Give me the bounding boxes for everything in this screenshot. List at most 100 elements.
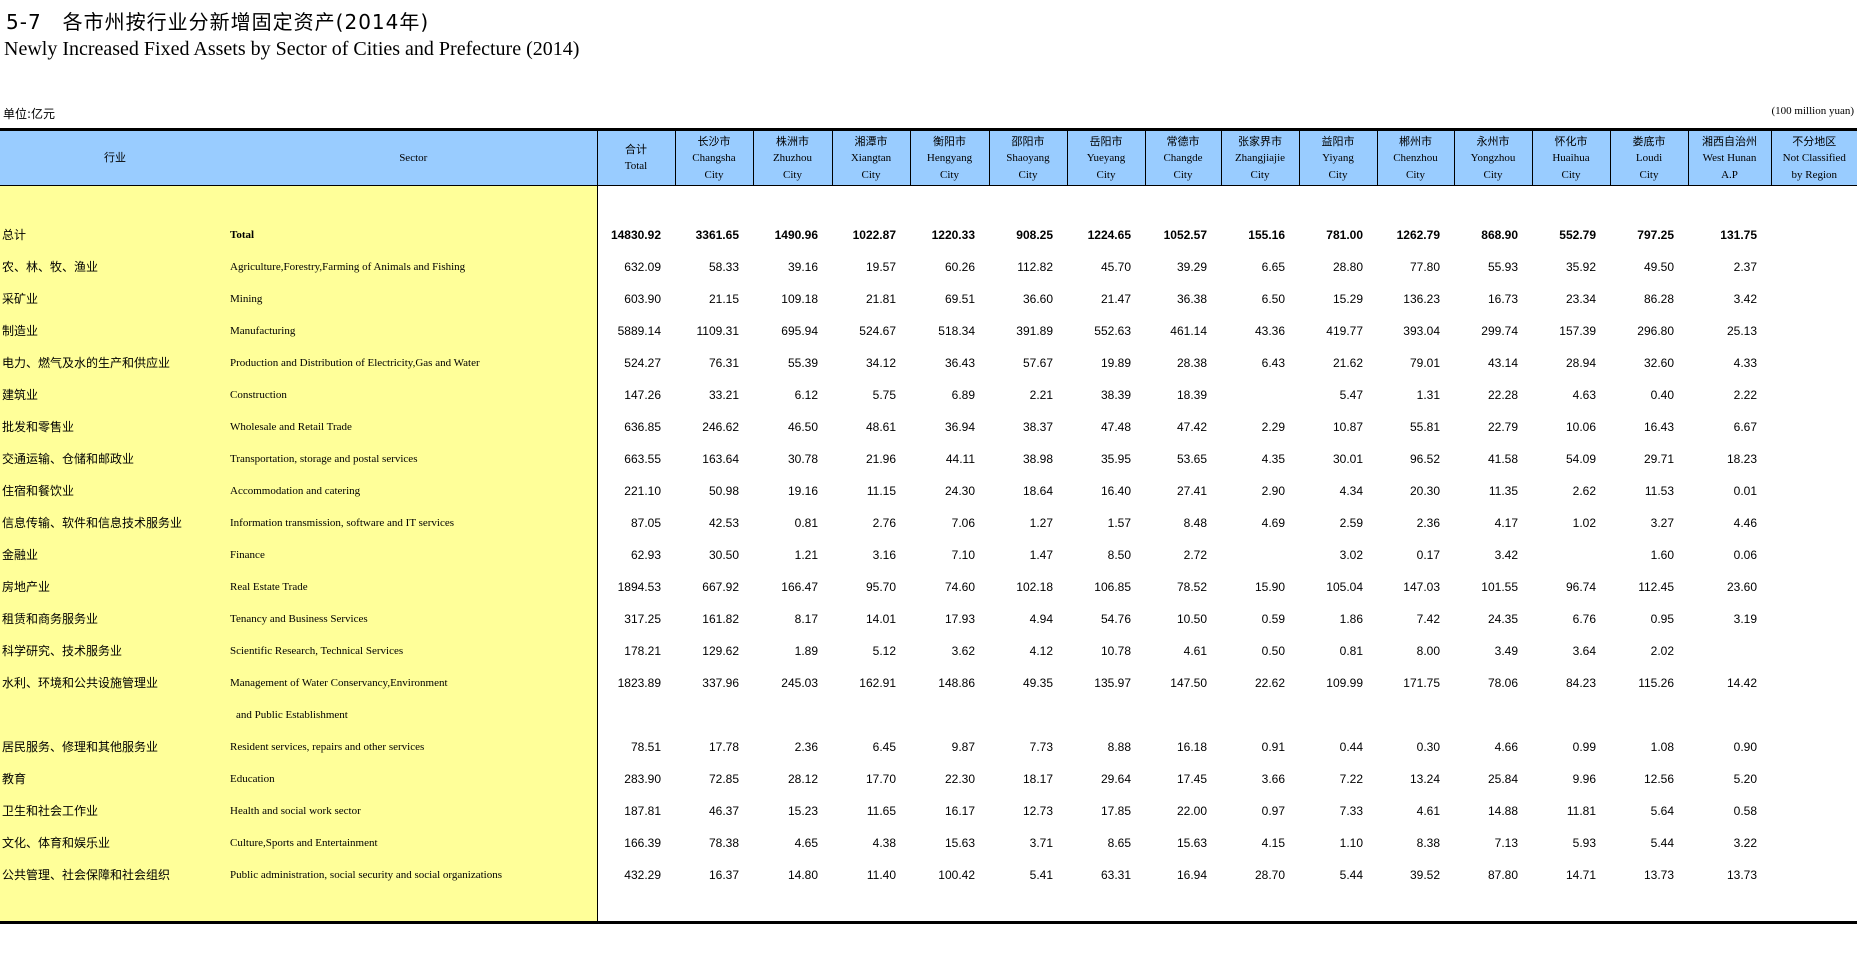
sector-name-en-line: Public administration, social security a… — [230, 869, 502, 881]
sector-name-en: Tenancy and Business Services — [230, 603, 598, 635]
value-cell: 0.81 — [1339, 644, 1363, 658]
value-cell: 16.43 — [1643, 420, 1674, 434]
sector-name-zh: 金融业 — [0, 539, 230, 571]
value-cell: 42.53 — [708, 516, 739, 530]
value-cell: 6.12 — [794, 388, 818, 402]
column-header-en2: City — [1483, 168, 1503, 181]
value-cell: 23.60 — [1726, 580, 1757, 594]
value-spacer — [597, 186, 1857, 220]
column-header-zh: 湘潭市 — [854, 134, 888, 148]
value-cell: 8.00 — [1416, 644, 1440, 658]
column-header-en2: City — [1561, 168, 1581, 181]
value-cell: 663.55 — [624, 452, 661, 466]
value-cell: 0.01 — [1733, 484, 1757, 498]
column-header-en1: Loudi — [1635, 151, 1663, 164]
value-cell: 14.88 — [1487, 804, 1518, 818]
value-cell: 72.85 — [708, 772, 739, 786]
value-cell: 18.17 — [1022, 772, 1053, 786]
value-cell: 5889.14 — [617, 324, 661, 338]
sector-name-en-line: Resident services, repairs and other ser… — [230, 741, 425, 753]
value-spacer — [597, 891, 1857, 923]
value-cell: 4.46 — [1733, 516, 1757, 530]
value-cell: 17.78 — [708, 740, 739, 754]
value-cell: 2.22 — [1733, 388, 1757, 402]
value-cell: 53.65 — [1176, 452, 1207, 466]
value-cell: 552.79 — [1559, 228, 1596, 242]
value-cell: 2.37 — [1733, 260, 1757, 274]
column-header-zh: 常德市 — [1166, 134, 1200, 148]
value-cell: 4.63 — [1572, 388, 1596, 402]
value-cell: 603.90 — [624, 292, 661, 306]
value-cell: 0.99 — [1572, 740, 1596, 754]
value-cell — [1221, 539, 1299, 571]
value-cell — [1771, 443, 1857, 475]
value-cell: 38.37 — [1022, 420, 1053, 434]
value-cell: 8.17 — [794, 612, 818, 626]
sector-name-en-line: Production and Distribution of Electrici… — [230, 357, 480, 369]
value-cell: 28.70 — [1254, 868, 1285, 882]
value-cell: 60.26 — [944, 260, 975, 274]
sector-name-zh: 居民服务、修理和其他服务业 — [0, 731, 230, 763]
value-cell: 22.62 — [1254, 676, 1285, 690]
value-cell: 16.17 — [944, 804, 975, 818]
value-cell: 30.01 — [1332, 452, 1363, 466]
value-cell: 3.66 — [1261, 772, 1285, 786]
value-cell: 112.82 — [1017, 260, 1053, 274]
sector-name-en-line: Wholesale and Retail Trade — [230, 421, 352, 433]
value-cell: 4.66 — [1494, 740, 1518, 754]
value-cell: 102.18 — [1016, 580, 1053, 594]
sector-name-en-line: Scientific Research, Technical Services — [230, 645, 404, 657]
column-header-en1: West Hunan — [1702, 151, 1757, 164]
column-header-en2: City — [1328, 168, 1348, 181]
value-cell: 1262.79 — [1396, 228, 1440, 242]
column-header-zh: 郴州市 — [1399, 134, 1432, 148]
sector-zh-cell — [0, 185, 230, 219]
sector-name-zh: 总计 — [0, 219, 230, 251]
value-cell: 3.49 — [1494, 644, 1518, 658]
value-cell: 221.10 — [624, 484, 661, 498]
value-cell: 21.15 — [708, 292, 739, 306]
value-cell: 5.93 — [1572, 836, 1596, 850]
value-cell: 12.73 — [1022, 804, 1053, 818]
value-cell: 11.15 — [866, 484, 896, 498]
sector-name-en: Information transmission, software and I… — [230, 507, 598, 539]
value-cell: 36.38 — [1176, 292, 1207, 306]
value-cell: 10.06 — [1565, 420, 1596, 434]
table-row: 卫生和社会工作业 Health and social work sector 187… — [0, 795, 1857, 827]
value-cell: 0.81 — [794, 516, 818, 530]
value-cell: 1224.65 — [1087, 228, 1131, 242]
value-cell: 28.94 — [1565, 356, 1596, 370]
value-cell: 4.34 — [1339, 484, 1363, 498]
value-cell: 148.86 — [938, 676, 975, 690]
column-header-zh: 衡阳市 — [933, 134, 966, 148]
value-cell: 14.01 — [865, 612, 896, 626]
column-header-zh: 株洲市 — [776, 134, 809, 148]
value-cell: 11.65 — [866, 804, 896, 818]
value-cell: 106.85 — [1094, 580, 1131, 594]
value-cell: 115.26 — [1638, 676, 1674, 690]
value-cell: 1.21 — [794, 548, 818, 562]
table-row: 电力、燃气及水的生产和供应业 Production and Distributio… — [0, 347, 1857, 379]
value-cell: 3361.65 — [695, 228, 739, 242]
value-cell: 797.25 — [1637, 228, 1674, 242]
value-cell: 47.42 — [1176, 420, 1207, 434]
sector-name-en-line: Health and social work sector — [230, 805, 361, 817]
table-row: 房地产业 Real Estate Trade 1894.53 667.92 166.47… — [0, 571, 1857, 603]
table-title-en: Newly Increased Fixed Assets by Sector o… — [4, 38, 580, 60]
value-cell: 21.81 — [865, 292, 896, 306]
value-cell: 29.64 — [1100, 772, 1131, 786]
value-cell: 33.21 — [708, 388, 739, 402]
column-header: 娄底市 Loudi City — [1609, 129, 1688, 186]
value-cell: 8.38 — [1416, 836, 1440, 850]
value-cell: 11.53 — [1644, 484, 1674, 498]
value-cell: 0.06 — [1733, 548, 1757, 562]
value-cell: 17.70 — [865, 772, 896, 786]
value-cell: 3.62 — [951, 644, 975, 658]
value-cell: 7.10 — [951, 548, 975, 562]
value-cell: 95.70 — [865, 580, 896, 594]
column-header-zh: 怀化市 — [1554, 134, 1588, 148]
value-cell: 157.39 — [1559, 324, 1596, 338]
value-cell: 21.47 — [1100, 292, 1131, 306]
value-cell: 1.27 — [1029, 516, 1053, 530]
value-cell: 299.74 — [1481, 324, 1518, 338]
